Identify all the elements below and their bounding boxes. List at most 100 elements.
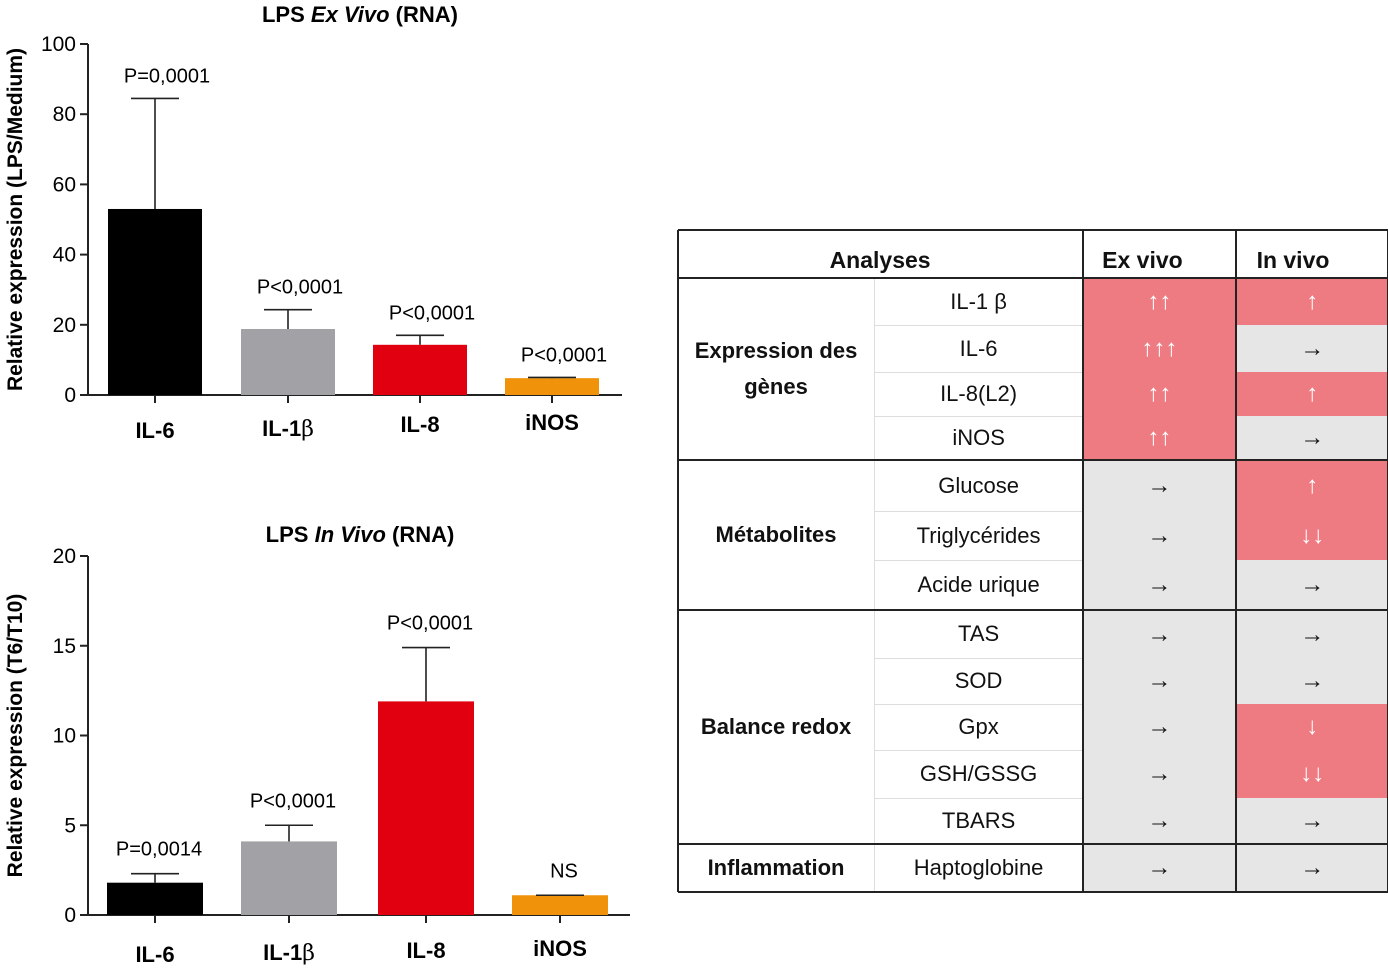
analysis-name: IL-6 — [874, 325, 1084, 373]
data-label: P<0,0001 — [257, 277, 343, 299]
in-vivo-cell: ↑ — [1234, 278, 1388, 326]
analysis-name: Triglycérides — [874, 511, 1084, 561]
bar-inos — [512, 895, 608, 915]
group-label: Balance redox — [678, 609, 876, 845]
table-row: IL-8(L2) ↑↑ ↑ — [678, 372, 1388, 417]
in-vivo-cell: → — [1234, 560, 1388, 611]
table-row: Inflammation Haptoglobine → → — [678, 843, 1388, 893]
analysis-name: SOD — [874, 658, 1084, 705]
ex-vivo-cell: → — [1082, 750, 1236, 799]
table-row: GSH/GSSG → ↓↓ — [678, 750, 1388, 799]
ex-vivo-cell: → — [1082, 798, 1236, 845]
in-vivo-cell: → — [1234, 609, 1388, 659]
in-vivo-cell: → — [1234, 416, 1388, 461]
y-tick-label: 100 — [41, 33, 76, 56]
bar-il-6 — [107, 882, 203, 915]
in-vivo-cell: ↑ — [1234, 459, 1388, 512]
table-row: iNOS ↑↑ → — [678, 416, 1388, 461]
data-label: NS — [550, 860, 578, 882]
data-label: P<0,0001 — [389, 302, 475, 324]
chart-1-title: LPS In Vivo (RNA) — [266, 522, 455, 547]
y-tick-label: 80 — [53, 103, 76, 126]
summary-table: Analyses Ex vivo In vivo Expression des … — [678, 230, 1388, 893]
ex-vivo-cell: ↑↑↑ — [1082, 325, 1236, 373]
x-tick-label: IL-1β — [263, 940, 315, 966]
analysis-name: IL-1 β — [874, 278, 1084, 326]
in-vivo-cell: ↓↓ — [1234, 750, 1388, 799]
ex-vivo-cell: → — [1082, 609, 1236, 659]
analysis-name: TAS — [874, 609, 1084, 659]
data-label: P=0,0014 — [116, 839, 202, 861]
analysis-name: IL-8(L2) — [874, 372, 1084, 417]
bar-il-1 — [241, 329, 335, 395]
in-vivo-bar-chart: LPS In Vivo (RNA) Relative expression (T6… — [4, 522, 630, 967]
analysis-name: Acide urique — [874, 560, 1084, 611]
in-vivo-cell: → — [1234, 325, 1388, 373]
y-tick-label: 15 — [53, 635, 76, 658]
y-tick-label: 0 — [64, 384, 76, 407]
table-row: Métabolites Glucose → ↑ — [678, 459, 1388, 611]
in-vivo-cell: → — [1234, 798, 1388, 845]
ex-vivo-cell: → — [1082, 511, 1236, 561]
in-vivo-cell: ↑ — [1234, 372, 1388, 417]
group-label: Métabolites — [678, 459, 876, 611]
ex-vivo-cell: → — [1082, 560, 1236, 611]
analysis-name: TBARS — [874, 798, 1084, 845]
data-label: P=0,0001 — [124, 65, 210, 87]
table-row: IL-6 ↑↑↑ → — [678, 325, 1388, 373]
ex-vivo-cell: ↑↑ — [1082, 416, 1236, 461]
bar-il-6 — [108, 208, 202, 395]
bar-il-8 — [378, 701, 474, 915]
x-tick-label: iNOS — [533, 936, 587, 961]
y-tick-label: 60 — [53, 173, 76, 196]
ex-vivo-cell: → — [1082, 459, 1236, 512]
header-analyses: Analyses — [678, 230, 1084, 279]
y-tick-label: 5 — [64, 814, 76, 837]
ex-vivo-bar-chart: LPS Ex Vivo (RNA) Relative expression (LP… — [4, 2, 622, 443]
group-label: Inflammation — [678, 843, 876, 892]
chart-0-ylabel: Relative expression (LPS/Medium) — [4, 48, 27, 391]
table-header-row: Analyses Ex vivo In vivo — [678, 230, 1388, 279]
in-vivo-cell: ↓↓ — [1234, 511, 1388, 561]
table-row: Gpx → ↓ — [678, 704, 1388, 751]
in-vivo-cell: → — [1234, 843, 1388, 892]
in-vivo-cell: → — [1234, 658, 1388, 705]
data-label: P<0,0001 — [521, 344, 607, 366]
table-row: Triglycérides → ↓↓ — [678, 511, 1388, 561]
ex-vivo-cell: → — [1082, 658, 1236, 705]
bar-il-8 — [373, 344, 467, 395]
data-label: P<0,0001 — [387, 613, 473, 635]
ex-vivo-cell: ↑↑ — [1082, 278, 1236, 326]
analysis-name: GSH/GSSG — [874, 750, 1084, 799]
analysis-name: Gpx — [874, 704, 1084, 751]
ex-vivo-cell: → — [1082, 704, 1236, 751]
x-tick-label: IL-1β — [262, 416, 314, 442]
table-row: SOD → → — [678, 658, 1388, 705]
x-tick-label: IL-8 — [400, 412, 439, 437]
table-row: TBARS → → — [678, 798, 1388, 845]
table-row: Balance redox TAS → → — [678, 609, 1388, 845]
bar-il-1 — [241, 841, 337, 915]
x-tick-label: IL-6 — [135, 942, 174, 967]
chart-1-ylabel: Relative expression (T6/T10) — [4, 594, 27, 878]
y-tick-label: 20 — [53, 545, 76, 568]
analysis-name: Glucose — [874, 459, 1084, 512]
analysis-name: iNOS — [874, 416, 1084, 461]
header-ex-vivo: Ex vivo — [1082, 230, 1236, 279]
y-tick-label: 40 — [53, 244, 76, 267]
y-tick-label: 20 — [53, 314, 76, 337]
data-label: P<0,0001 — [250, 790, 336, 812]
ex-vivo-cell: → — [1082, 843, 1236, 892]
ex-vivo-cell: ↑↑ — [1082, 372, 1236, 417]
table-row: Acide urique → → — [678, 560, 1388, 611]
in-vivo-cell: ↓ — [1234, 704, 1388, 751]
group-label: Expression des gènes — [678, 278, 876, 461]
x-tick-label: IL-8 — [406, 938, 445, 963]
x-tick-label: IL-6 — [135, 418, 174, 443]
header-in-vivo: In vivo — [1234, 230, 1388, 279]
chart-0-title: LPS Ex Vivo (RNA) — [262, 2, 458, 27]
table-row: Expression des gènes IL-1 β ↑↑ ↑ — [678, 278, 1388, 461]
y-tick-label: 10 — [53, 725, 76, 748]
analysis-name: Haptoglobine — [874, 843, 1084, 893]
y-tick-label: 0 — [64, 904, 76, 927]
